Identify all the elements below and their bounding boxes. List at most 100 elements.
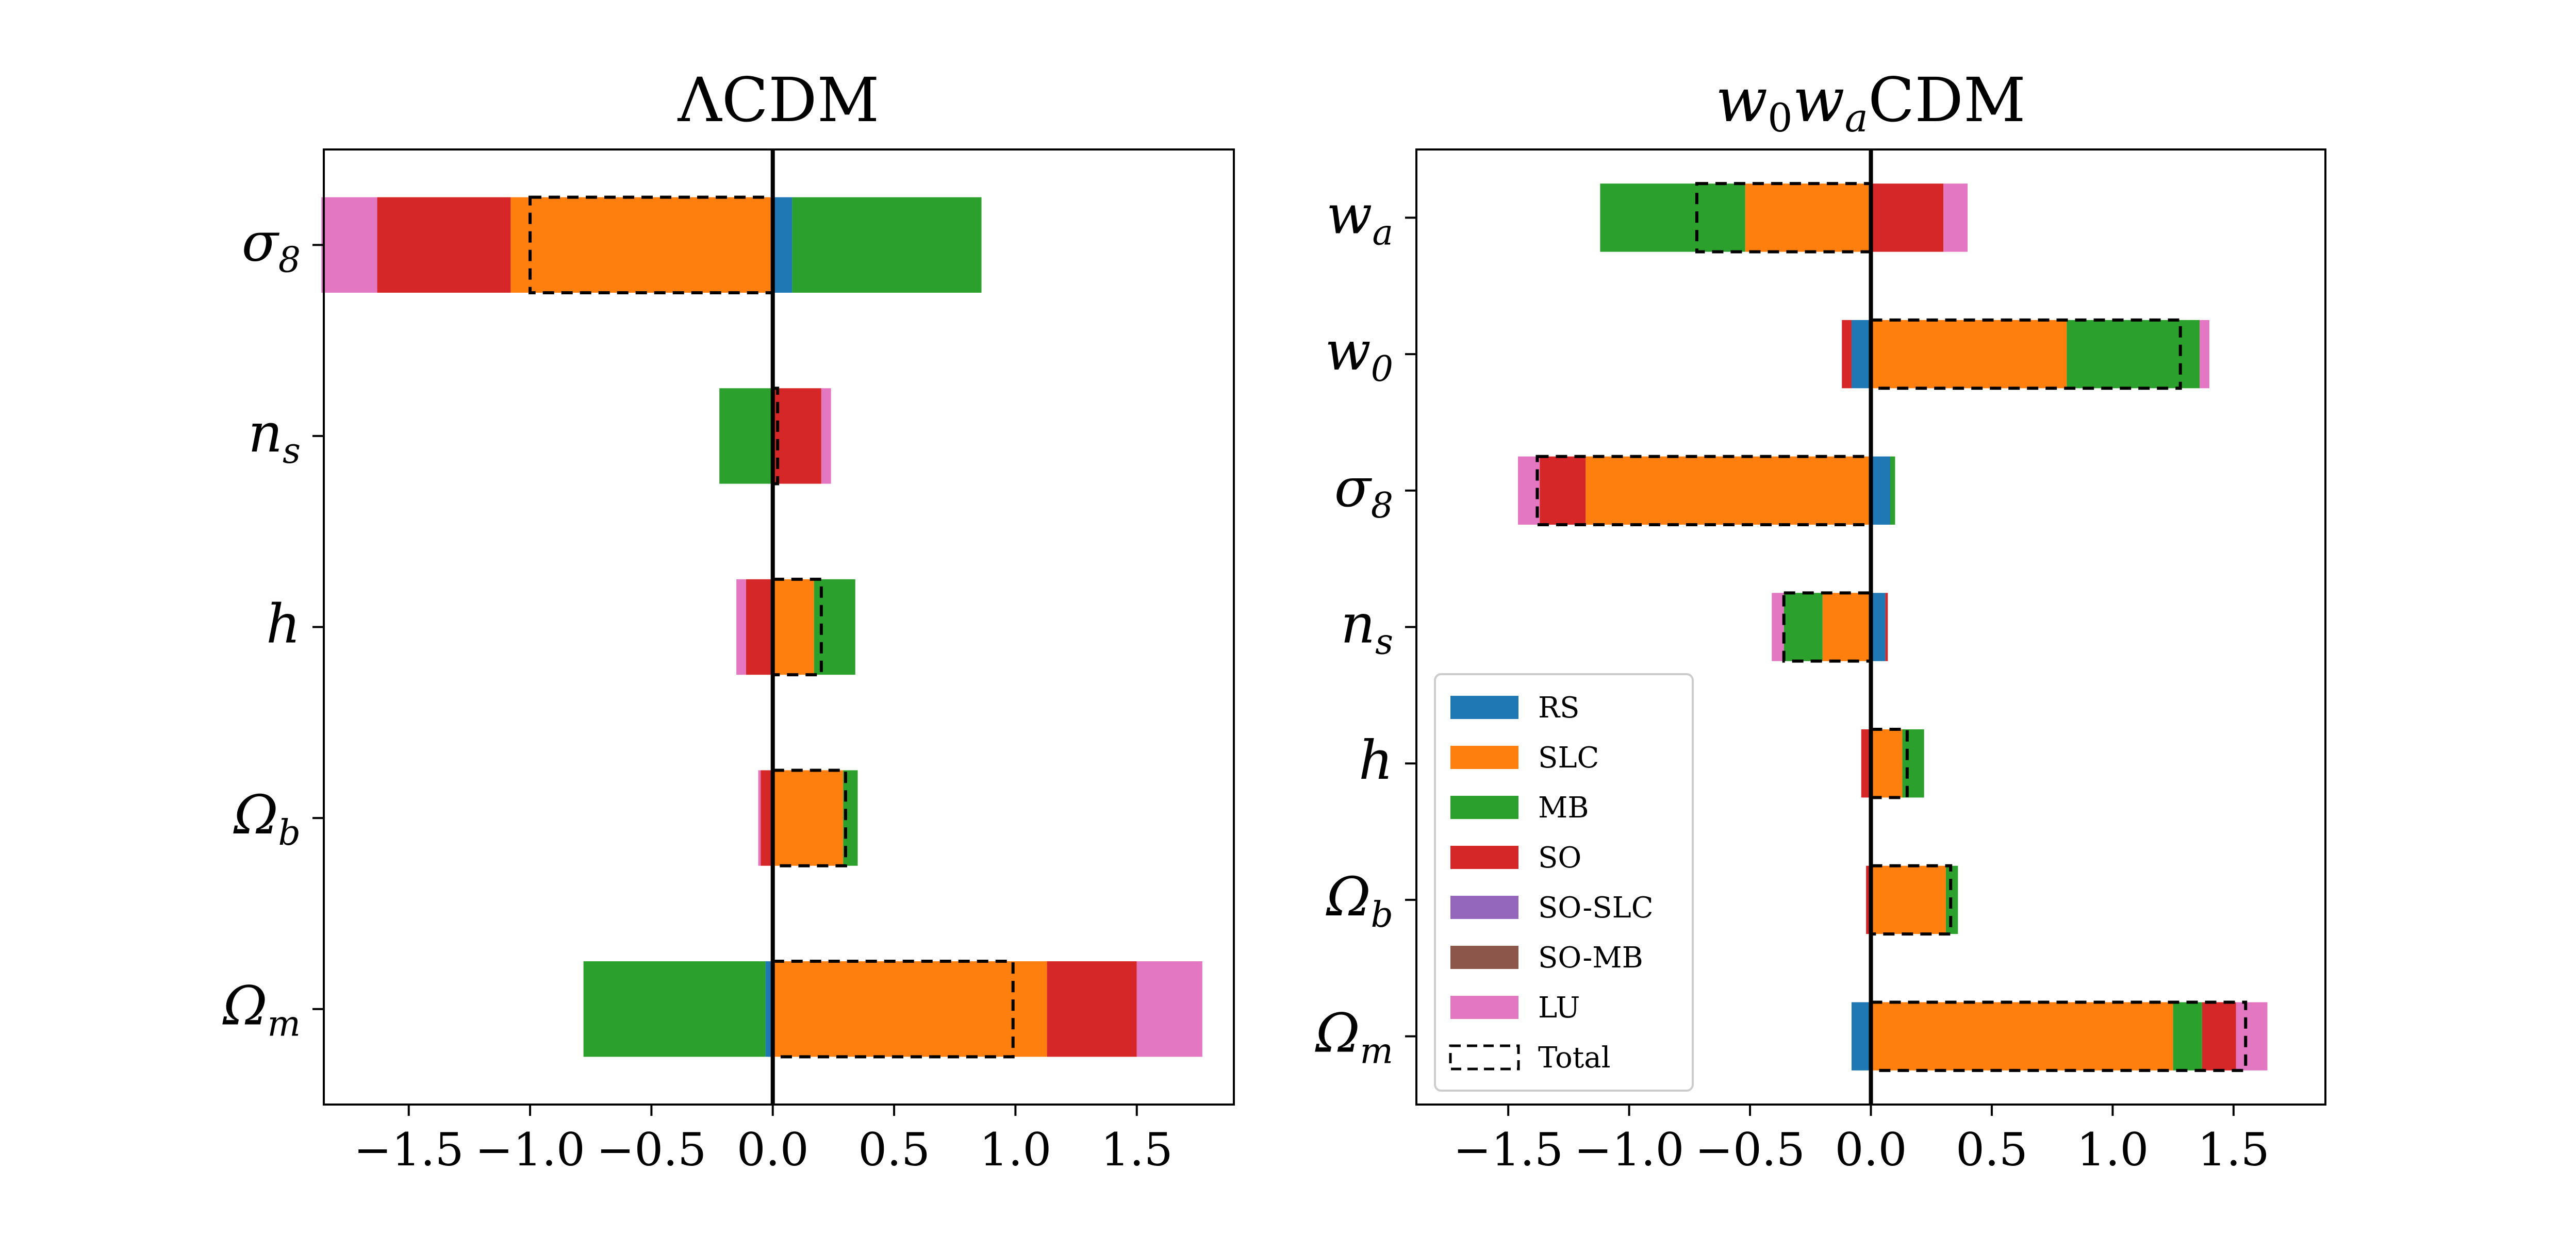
legend-swatch-so-mb (1450, 946, 1518, 969)
bar-slc-ns (1822, 593, 1871, 661)
bar-mb--8 (792, 197, 982, 293)
bar-so--8 (1540, 456, 1586, 525)
total-box--8 (529, 195, 774, 294)
y-tick-label--8: σ8 (242, 210, 301, 280)
legend-frame (1434, 673, 1694, 1092)
bar-mb--m (2173, 1002, 2202, 1071)
legend-label-lu: LU (1538, 991, 1580, 1025)
bar-slc--m (772, 961, 1047, 1057)
y-tick-label--m: Ωm (1314, 1002, 1393, 1072)
axes-frame (323, 148, 1235, 1106)
x-tick-label: −1.0 (475, 1123, 585, 1176)
bar-lu--m (2236, 1002, 2268, 1071)
x-tick-label: 0.0 (1835, 1123, 1907, 1176)
y-tick-label-h: h (1359, 729, 1393, 792)
y-tick-label--b: Ωb (1325, 865, 1393, 935)
legend-label-rs: RS (1538, 691, 1580, 725)
y-tick-label--8: σ8 (1334, 456, 1393, 526)
bar-mb--8 (1890, 456, 1895, 525)
x-tick-label: −1.5 (354, 1123, 464, 1176)
legend-label-so-slc: SO-SLC (1538, 891, 1654, 925)
legend-swatch-so (1450, 846, 1518, 869)
panel-title-lcdm-text: ΛCDM (678, 64, 880, 136)
y-tick-label-ns: ns (1341, 593, 1393, 663)
bar-mb-wa (1600, 183, 1745, 252)
bar-so--8 (377, 197, 511, 293)
bar-mb--m (583, 961, 766, 1057)
bar-mb-h (1902, 729, 1924, 798)
bar-so--b (761, 770, 773, 866)
param-symbol: h (1359, 729, 1393, 792)
param-symbol: Ω (1314, 1002, 1360, 1065)
param-subscript: m (268, 1004, 301, 1045)
legend-label-mb: MB (1538, 791, 1589, 825)
bar-slc--8 (1586, 456, 1871, 525)
bar-mb-ns (1784, 593, 1823, 661)
param-symbol: h (266, 593, 301, 656)
bar-so--m (2202, 1002, 2236, 1071)
bar-lu-wa (1943, 183, 1968, 252)
legend: RS SLC MB SO SO-SLC SO-MB LU Total (1434, 673, 1694, 1092)
x-tick-label: 0.0 (737, 1123, 809, 1176)
param-symbol: Ω (222, 975, 267, 1038)
param-symbol: σ (242, 210, 280, 273)
y-tick-label--b: Ωb (233, 783, 301, 854)
x-tick-label: 1.5 (1101, 1123, 1173, 1176)
bar-slc-h (1871, 729, 1903, 798)
bar-lu-h (736, 579, 746, 675)
panel-title-w0wacdm-w0: w (1715, 64, 1768, 136)
bar-rs-ns (1871, 593, 1886, 661)
legend-swatch-slc (1450, 746, 1518, 769)
x-tick-label: 0.5 (858, 1123, 930, 1176)
panel-title-w0wacdm: w0waCDM (1715, 64, 2025, 141)
total-box--8 (1535, 455, 1873, 526)
bar-so-h (746, 579, 773, 675)
param-subscript: b (278, 813, 301, 854)
bar-so-w0 (1842, 320, 1852, 389)
bar-slc--b (772, 770, 844, 866)
panel-title-w0wacdm-cdm: CDM (1868, 64, 2026, 136)
x-tick-label: 0.5 (1956, 1123, 2028, 1176)
legend-swatch-lu (1450, 996, 1518, 1019)
bar-rs--m (1851, 1002, 1871, 1071)
bar-lu-ns (1772, 593, 1784, 661)
bar-mb-ns (719, 388, 773, 484)
param-symbol: w (1325, 320, 1371, 382)
bar-so-wa (1871, 183, 1944, 252)
param-symbol: Ω (1325, 865, 1370, 928)
param-subscript: s (1375, 622, 1393, 663)
y-tick-label--m: Ωm (222, 975, 301, 1045)
bar-lu-w0 (2200, 320, 2209, 389)
bar-lu-ns (821, 388, 831, 484)
bar-lu--m (1136, 961, 1202, 1057)
param-subscript: s (283, 431, 301, 472)
bar-slc-w0 (1871, 320, 2067, 389)
bar-so--m (1047, 961, 1137, 1057)
panel-title-lcdm: ΛCDM (678, 64, 880, 136)
param-symbol: σ (1334, 456, 1373, 519)
panel-title-w0wacdm-wa: w (1793, 64, 1845, 136)
bar-slc--8 (510, 197, 773, 293)
legend-swatch-rs (1450, 696, 1518, 719)
bar-rs-w0 (1851, 320, 1871, 389)
param-symbol: n (1341, 593, 1375, 656)
bar-lu--8 (321, 197, 377, 293)
x-tick-label: −0.5 (1695, 1123, 1805, 1176)
bar-slc--b (1871, 865, 1946, 934)
y-tick-label-w0: w0 (1325, 320, 1393, 390)
legend-swatch-so-slc (1450, 896, 1518, 919)
x-tick-label: −1.5 (1453, 1123, 1563, 1176)
bar-slc--m (1871, 1002, 2173, 1071)
param-subscript: 8 (278, 240, 301, 280)
total-box--m (1869, 1000, 2248, 1072)
total-box-h (771, 577, 823, 677)
param-symbol: Ω (233, 783, 278, 846)
legend-label-total: Total (1538, 1041, 1611, 1075)
panel-title-w0wacdm-sub0: 0 (1768, 95, 1792, 141)
param-subscript: m (1360, 1031, 1393, 1072)
x-tick-label: −1.0 (1574, 1123, 1685, 1176)
bar-slc-wa (1745, 183, 1871, 252)
y-tick-label-ns: ns (248, 402, 301, 472)
